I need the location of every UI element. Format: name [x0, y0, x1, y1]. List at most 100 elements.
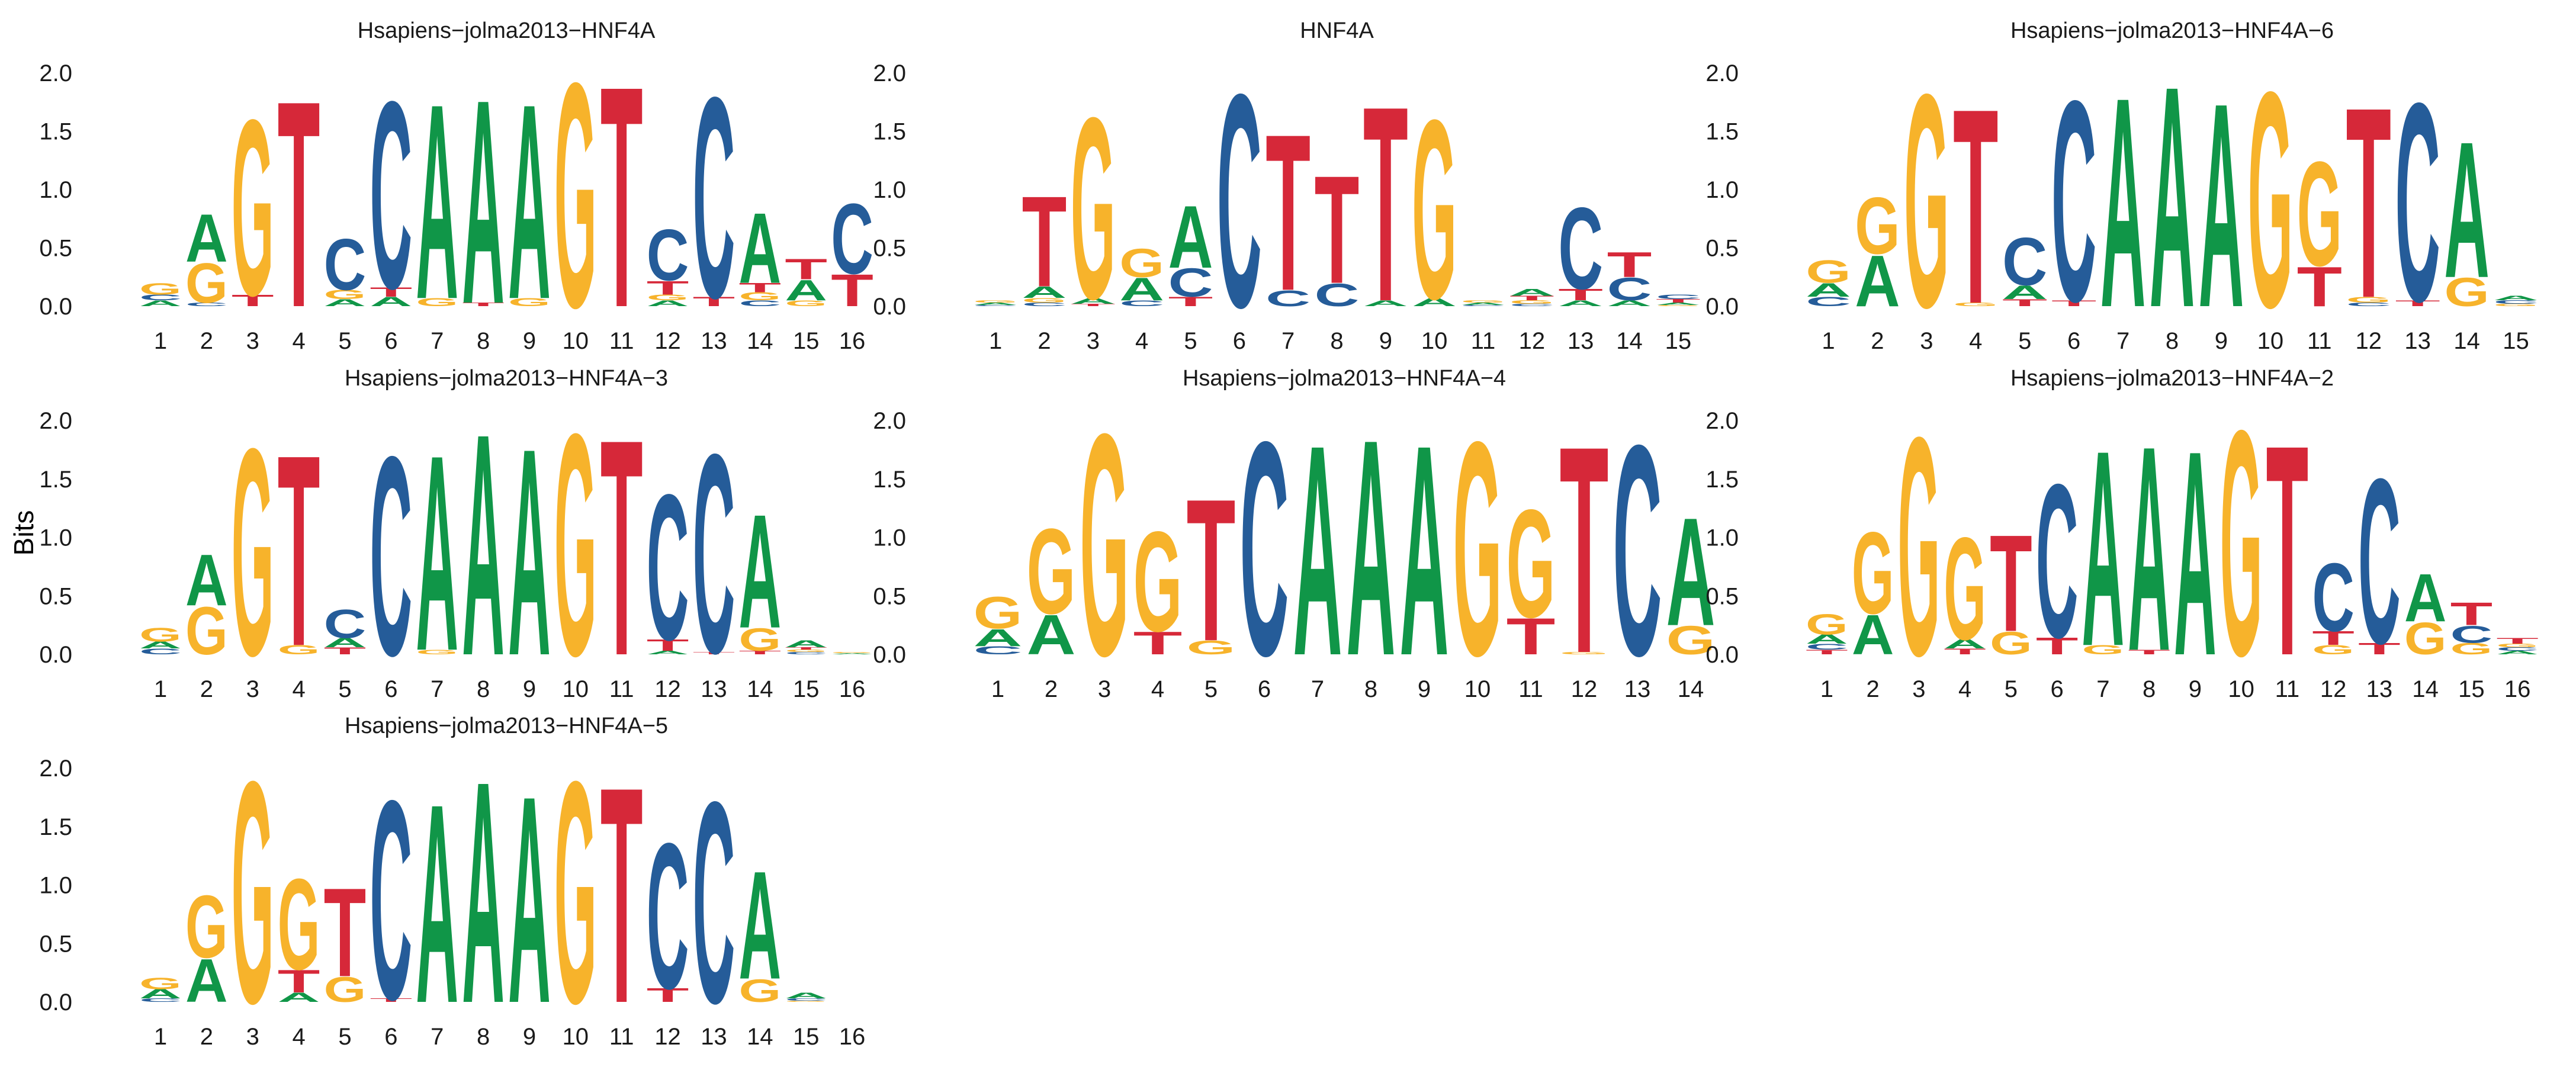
panel-title: Hsapiens−jolma2013−HNF4A−5	[344, 714, 669, 738]
x-tick-label: 2	[1867, 676, 1880, 702]
panel-title: Hsapiens−jolma2013−HNF4A−2	[2010, 366, 2334, 391]
y-tick-label: 1.0	[39, 525, 72, 551]
x-tick-label: 9	[2189, 676, 2202, 702]
y-tick-label: 2.0	[39, 408, 72, 434]
logo-letter-C: C	[785, 998, 827, 1001]
logo-letter-A: A	[462, 715, 505, 1069]
logo-letter-C: C	[1119, 299, 1164, 308]
logo-letter-A: A	[2128, 386, 2170, 712]
panel-title: Hsapiens−jolma2013−HNF4A−3	[344, 366, 669, 391]
y-tick-label: 1.5	[39, 814, 72, 840]
x-tick-label: 13	[701, 328, 727, 354]
logo-letter-T: T	[693, 294, 735, 308]
logo-letter-A: A	[1168, 188, 1213, 287]
logo-letter-T: T	[462, 302, 505, 307]
logo-letter-G: G	[554, 17, 597, 375]
x-tick-label: 8	[2143, 676, 2156, 702]
x-tick-label: 7	[431, 328, 444, 354]
logo-letter-A: A	[831, 653, 873, 654]
logo-letter-A: A	[785, 639, 827, 650]
x-tick-label: 7	[431, 1024, 444, 1050]
logo-letter-C: C	[139, 293, 182, 302]
logo-letter-G: G	[1187, 637, 1236, 658]
logo-letter-T: T	[1315, 144, 1360, 316]
logo-letter-A: A	[647, 299, 689, 308]
logo-letter-A: A	[2404, 560, 2447, 637]
logo-letter-A: A	[1400, 383, 1449, 718]
logo-letter-A: A	[416, 397, 458, 709]
y-tick-label: 2.0	[39, 756, 72, 782]
logo-letter-G: G	[416, 648, 458, 655]
x-tick-label: 9	[2215, 328, 2228, 354]
logo-letter-A: A	[973, 302, 1018, 306]
x-tick-label: 10	[563, 1024, 589, 1050]
logo-letter-G: G	[1412, 67, 1457, 353]
x-tick-label: 4	[1958, 676, 1971, 702]
logo-letter-G: G	[324, 970, 367, 1010]
logo-letter-G: G	[973, 300, 1018, 303]
logo-letter-C: C	[647, 214, 689, 296]
y-tick-label: 0.0	[39, 642, 72, 668]
logo-letter-G: G	[139, 975, 182, 993]
x-tick-label: 13	[1568, 328, 1594, 354]
logo-letter-A: A	[508, 735, 551, 1065]
x-tick-label: 1	[989, 328, 1002, 354]
logo-letter-T: T	[600, 376, 643, 721]
x-tick-label: 14	[747, 1024, 773, 1050]
x-tick-label: 4	[1135, 328, 1148, 354]
logo-letter-T: T	[232, 292, 274, 310]
logo-letter-G: G	[139, 624, 182, 645]
logo-letter-C: C	[693, 743, 735, 1063]
logo-letter-C: C	[738, 299, 781, 308]
logo-letter-G: G	[1133, 502, 1183, 661]
logo-letter-A: A	[738, 192, 781, 304]
logo-letter-G: G	[2312, 642, 2355, 657]
logo-letter-A: A	[508, 46, 551, 358]
logo-letter-G: G	[1944, 507, 1986, 671]
logo-letter-G: G	[278, 851, 320, 997]
logo-letter-A: A	[2100, 36, 2145, 370]
x-tick-label: 15	[793, 676, 820, 702]
x-tick-label: 7	[2116, 328, 2129, 354]
logo-letter-C: C	[2312, 542, 2355, 651]
logo-letter-C: C	[1315, 277, 1360, 313]
logo-letter-A: A	[1027, 603, 1076, 667]
logo-letter-A: A	[1656, 302, 1701, 306]
logo-letter-A: A	[1071, 297, 1116, 306]
logo-letter-C: C	[1240, 379, 1289, 720]
logo-letter-G: G	[2450, 640, 2493, 658]
logo-letter-A: A	[2002, 281, 2047, 303]
panel-title: HNF4A	[1300, 18, 1374, 43]
logo-letter-T: T	[2346, 51, 2391, 355]
y-tick-label: 0.0	[873, 642, 906, 668]
x-tick-label: 13	[701, 676, 727, 702]
logo-letter-T: T	[278, 963, 320, 1000]
logo-letter-C: C	[2036, 439, 2079, 684]
logo-letter-C: C	[2450, 621, 2493, 648]
logo-letter-G: G	[1509, 300, 1554, 305]
x-tick-label: 15	[2503, 328, 2529, 354]
y-tick-label: 2.0	[1705, 60, 1739, 86]
logo-letter-T: T	[278, 399, 320, 703]
logo-letter-T: T	[1953, 50, 1998, 362]
y-tick-label: 2.0	[1705, 408, 1739, 434]
logo-letter-T: T	[738, 281, 781, 295]
logo-letter-C: C	[693, 396, 735, 713]
logo-letter-C: C	[1509, 303, 1554, 307]
logo-letter-C: C	[1217, 30, 1262, 371]
logo-letter-T: T	[324, 645, 367, 656]
logo-letter-C: C	[1806, 294, 1851, 308]
x-tick-label: 4	[292, 676, 305, 702]
y-tick-label: 0.0	[39, 989, 72, 1015]
x-tick-label: 6	[384, 328, 397, 354]
logo-letter-G: G	[1022, 297, 1067, 304]
logo-letter-T: T	[831, 265, 873, 316]
logo-letter-T: T	[693, 651, 735, 655]
panel-title: Hsapiens−jolma2013−HNF4A−4	[1182, 366, 1507, 391]
logo-letter-T: T	[1265, 88, 1311, 338]
x-tick-label: 8	[477, 1024, 490, 1050]
logo-letter-A: A	[1607, 299, 1652, 308]
